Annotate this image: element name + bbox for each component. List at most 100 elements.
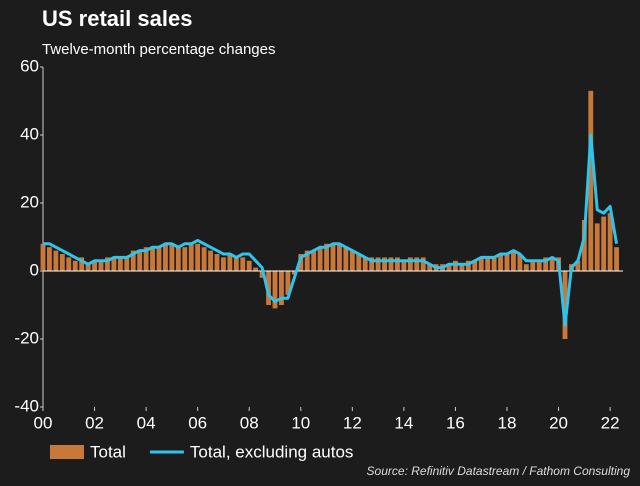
bar [517,254,523,271]
bar [343,247,349,271]
x-tick-label: 06 [188,413,207,432]
bar [137,250,143,271]
chart-title: US retail sales [42,6,192,31]
bar [105,257,110,271]
legend-label: Total [90,442,126,461]
bar [266,271,271,305]
x-tick-label: 08 [240,413,259,432]
bar [208,250,213,271]
bar [330,243,336,271]
bar [53,250,59,271]
bar [130,250,136,271]
bar [156,247,162,271]
x-tick-label: 16 [446,413,465,432]
bar [446,264,452,271]
bar [272,271,278,309]
bar [543,257,549,271]
bar [259,271,265,278]
bar [214,254,220,271]
bar [362,257,368,271]
bar [472,260,478,271]
bar [395,257,400,271]
bar [523,264,529,271]
x-tick-label: 20 [549,413,568,432]
bar [549,257,555,271]
bar [588,90,594,271]
bar [246,260,252,271]
bar [169,243,175,271]
y-tick-label: 0 [30,260,39,279]
bar [575,260,581,271]
x-tick-label: 00 [34,413,53,432]
x-tick-label: 22 [601,413,620,432]
bar [498,254,503,271]
bar [407,257,413,271]
bar [291,271,297,275]
bar [581,220,587,271]
bar [382,257,387,271]
bar [478,257,484,271]
bar [369,257,375,271]
legend-label: Total, excluding autos [190,442,354,461]
bar [85,264,91,271]
bar [40,243,46,271]
bar [98,260,104,271]
bar [356,254,362,271]
y-tick-label: 60 [20,56,39,75]
x-tick-label: 10 [291,413,310,432]
bar [511,250,516,271]
source: Source: Refinitiv Datastream / Fathom Co… [367,464,631,478]
bar [285,271,291,295]
bar [279,271,284,305]
bar [388,257,394,271]
bar [420,257,426,271]
chart-subtitle: Twelve-month percentage changes [42,41,275,58]
bar [304,250,310,271]
x-tick-label: 18 [498,413,517,432]
bar [163,243,168,271]
y-tick-label: 40 [20,124,39,143]
bar [491,257,497,271]
bar [253,267,259,271]
bar [79,257,85,271]
y-tick-label: -40 [14,396,39,415]
bar [414,257,420,271]
bar [117,257,123,271]
bar [188,243,194,271]
bar [427,264,433,271]
bar [465,260,471,271]
bar [143,247,149,271]
bar [504,254,510,271]
x-tick-label: 02 [85,413,104,432]
bar [614,247,619,271]
bar [195,243,201,271]
bar [607,213,613,271]
bar [72,260,78,271]
legend-swatch [50,445,84,459]
bar [124,257,130,271]
y-tick-label: -20 [14,328,39,347]
bar [311,250,317,271]
x-tick-label: 04 [137,413,156,432]
bar [175,247,181,271]
bar [601,216,607,271]
bar [562,271,568,339]
bar [401,260,407,271]
bar [227,254,233,271]
bar [66,257,72,271]
bar [536,260,542,271]
bar [530,260,536,271]
bar [459,264,465,271]
bar [233,257,239,271]
bar [240,257,246,271]
bar [92,260,97,271]
bar [201,247,207,271]
x-tick-label: 14 [394,413,413,432]
bar [298,254,304,271]
bar [221,257,226,271]
bar [594,223,600,271]
bar [375,257,381,271]
y-tick-label: 20 [20,192,39,211]
